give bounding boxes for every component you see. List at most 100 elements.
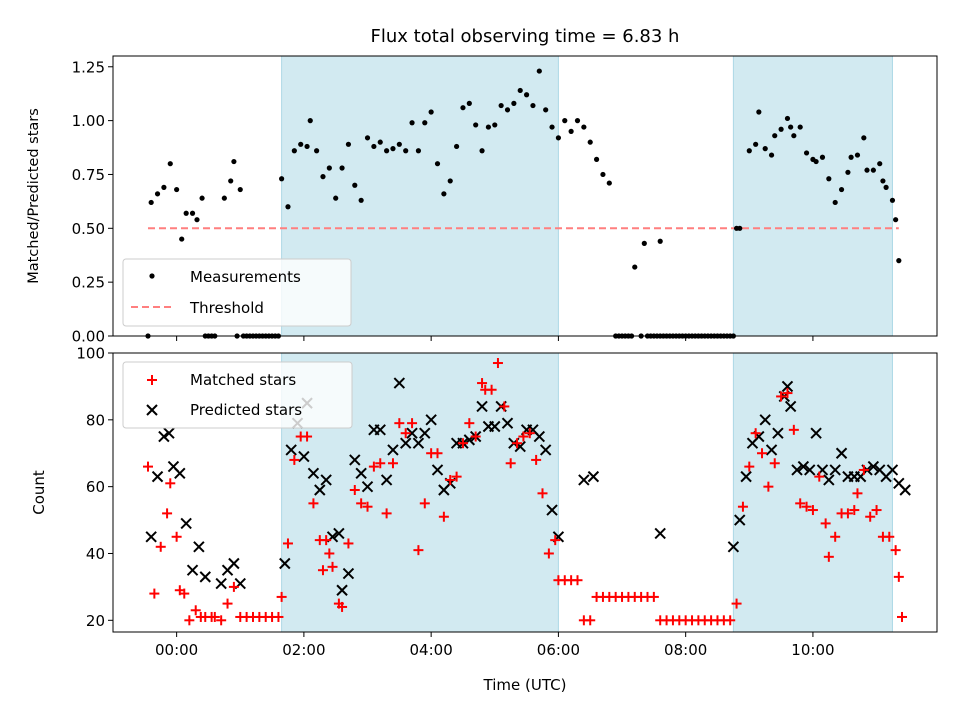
measurement-point bbox=[819, 154, 826, 160]
measurement-point bbox=[845, 169, 851, 175]
matched-star-point bbox=[807, 505, 818, 516]
matched-star-point bbox=[757, 448, 768, 459]
measurement-point bbox=[523, 92, 530, 98]
matched-star-point bbox=[499, 401, 510, 412]
cross-b bbox=[145, 531, 157, 543]
predicted-star-point bbox=[797, 460, 810, 473]
cross-b bbox=[361, 480, 374, 493]
measurement-point bbox=[737, 225, 743, 231]
cross-b bbox=[734, 514, 746, 526]
matched-star-point bbox=[871, 505, 882, 516]
cross-b bbox=[333, 527, 345, 540]
matched-star-point bbox=[477, 378, 488, 389]
matched-star-point bbox=[725, 615, 736, 626]
predicted-star-point bbox=[333, 527, 345, 540]
measurement-point bbox=[854, 152, 861, 158]
measurement-point bbox=[511, 100, 517, 106]
measurement-point bbox=[581, 124, 587, 130]
measurement-point bbox=[641, 240, 647, 246]
measurement-point bbox=[473, 122, 479, 128]
measurement-point bbox=[183, 210, 189, 216]
bottom-axes-frame bbox=[112, 352, 938, 633]
top-axes-frame bbox=[112, 55, 938, 337]
matched-star-point bbox=[769, 458, 780, 469]
matched-star-point bbox=[470, 431, 481, 442]
cross-b bbox=[320, 474, 332, 486]
matched-star-point bbox=[572, 575, 583, 586]
predicted-star-point bbox=[151, 470, 164, 483]
predicted-star-point bbox=[476, 400, 488, 413]
cross-b bbox=[539, 444, 552, 456]
cross-b bbox=[425, 414, 437, 426]
predicted-star-point bbox=[180, 517, 192, 530]
matched-star-point bbox=[537, 488, 548, 499]
matched-star-point bbox=[216, 615, 227, 626]
top-x-ticks bbox=[176, 336, 814, 341]
measurement-point bbox=[237, 186, 243, 193]
matched-star-point bbox=[190, 605, 201, 616]
top-y-tick-label: 1.00 bbox=[72, 112, 105, 130]
measurement-point bbox=[221, 195, 227, 201]
measurement-point bbox=[364, 135, 371, 141]
measurement-point bbox=[600, 171, 606, 178]
bottom-y-tick-label: 20 bbox=[86, 612, 105, 630]
matched-star-point bbox=[400, 428, 411, 439]
bottom-panel: 20 40 60 80 100 00:00 02:00 04:00 06:00 08:00 10:… bbox=[30, 345, 938, 694]
cross-b bbox=[314, 484, 326, 496]
cross-b bbox=[380, 474, 393, 486]
cross-b bbox=[476, 400, 488, 413]
matched-star-point bbox=[731, 598, 742, 609]
top-y-tick-label: 1.25 bbox=[72, 58, 105, 76]
cross-b bbox=[546, 504, 558, 516]
bottom-legend-box bbox=[122, 361, 353, 429]
predicted-star-point bbox=[533, 430, 546, 443]
measurement-point bbox=[415, 148, 422, 154]
predicted-star-point bbox=[829, 464, 841, 476]
matched-star-point bbox=[445, 474, 456, 485]
measurement-point bbox=[593, 156, 600, 162]
cross-b bbox=[180, 517, 192, 530]
predicted-star-point bbox=[387, 444, 399, 456]
measurement-point bbox=[384, 148, 390, 154]
predicted-star-point bbox=[810, 427, 822, 439]
cross-b bbox=[501, 417, 514, 429]
measurement-point bbox=[447, 178, 453, 184]
predicted-star-point bbox=[823, 474, 835, 486]
cross-b bbox=[342, 567, 355, 580]
measurement-point bbox=[896, 258, 902, 264]
cross-b bbox=[804, 464, 816, 476]
matched-star-point bbox=[308, 498, 319, 509]
matched-star-point bbox=[387, 458, 398, 469]
measurement-point bbox=[880, 178, 886, 184]
legend-threshold-label: Threshold bbox=[189, 299, 264, 317]
legend-predicted-marker bbox=[146, 404, 158, 416]
matched-star-point bbox=[375, 458, 386, 469]
legend-matched-label: Matched stars bbox=[190, 371, 296, 389]
cross-b bbox=[874, 464, 886, 476]
predicted-star-point bbox=[835, 447, 848, 459]
cross-b bbox=[893, 477, 905, 490]
measurement-point bbox=[562, 118, 568, 124]
matched-star-point bbox=[349, 484, 360, 495]
measurement-point bbox=[194, 217, 200, 223]
measurement-point bbox=[606, 180, 612, 186]
cross-b bbox=[349, 454, 361, 466]
bottom-y-tick-label: 40 bbox=[86, 545, 105, 563]
bottom-y-ticks: 20 40 60 80 100 bbox=[76, 345, 113, 630]
legend-predicted-label: Predicted stars bbox=[190, 401, 302, 419]
matched-star-point bbox=[737, 501, 748, 512]
cross-b bbox=[399, 437, 412, 449]
matched-star-point bbox=[801, 501, 812, 512]
predicted-star-point bbox=[406, 427, 418, 439]
cross-b bbox=[823, 474, 835, 486]
predicted-star-point bbox=[431, 464, 444, 476]
measurement-point bbox=[377, 139, 383, 145]
matched-star-point bbox=[543, 548, 554, 559]
matched-star-point bbox=[486, 384, 497, 395]
cross-b bbox=[772, 427, 784, 439]
predicted-star-point bbox=[374, 424, 386, 436]
matched-star-point bbox=[897, 611, 908, 622]
predicted-star-point bbox=[336, 584, 348, 596]
measurement-point bbox=[307, 118, 313, 124]
cross-b bbox=[151, 470, 164, 483]
